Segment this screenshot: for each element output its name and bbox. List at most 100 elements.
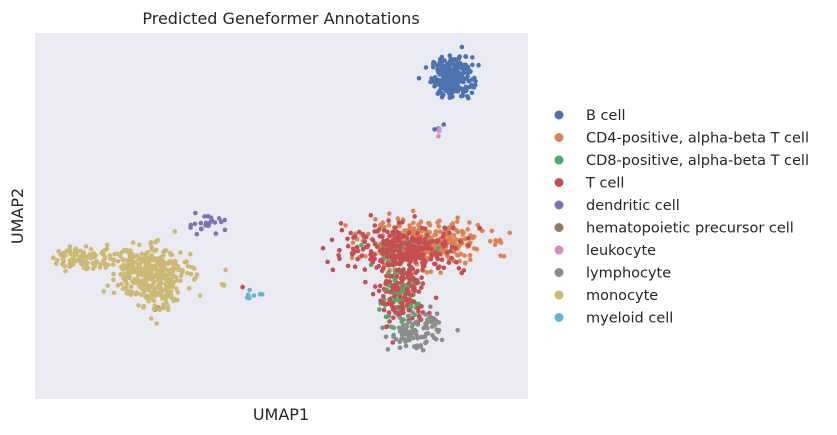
data-point bbox=[435, 67, 440, 73]
data-point bbox=[466, 243, 472, 248]
data-point bbox=[83, 254, 89, 260]
data-point bbox=[455, 80, 460, 86]
data-point bbox=[406, 280, 412, 286]
data-point bbox=[470, 62, 475, 68]
data-point bbox=[363, 279, 368, 285]
data-point bbox=[154, 321, 159, 326]
data-point bbox=[168, 271, 173, 277]
data-point bbox=[428, 256, 434, 262]
data-point bbox=[124, 266, 129, 272]
data-point bbox=[420, 334, 426, 340]
chart-title: Predicted Geneformer Annotations bbox=[142, 9, 419, 28]
data-point bbox=[433, 261, 438, 267]
data-point bbox=[461, 70, 466, 76]
data-point bbox=[101, 289, 107, 294]
data-point bbox=[384, 273, 389, 279]
data-point bbox=[441, 122, 447, 127]
data-point bbox=[400, 283, 405, 288]
data-point bbox=[151, 298, 157, 304]
data-point bbox=[507, 230, 512, 236]
data-point bbox=[404, 291, 409, 296]
data-point bbox=[414, 281, 419, 286]
data-point bbox=[411, 275, 416, 281]
data-point bbox=[337, 248, 342, 253]
data-point bbox=[111, 277, 116, 283]
data-point bbox=[121, 276, 127, 282]
data-point bbox=[155, 277, 161, 282]
data-point bbox=[244, 295, 250, 301]
data-point bbox=[428, 319, 434, 325]
data-point bbox=[107, 253, 113, 258]
data-point bbox=[455, 74, 461, 79]
data-point bbox=[359, 253, 365, 258]
data-point bbox=[395, 216, 401, 221]
data-point bbox=[218, 219, 224, 225]
data-point bbox=[185, 264, 191, 269]
data-point bbox=[68, 251, 73, 256]
data-point bbox=[449, 255, 454, 261]
data-point bbox=[405, 247, 410, 253]
data-point bbox=[381, 294, 386, 299]
data-point bbox=[119, 250, 124, 255]
data-point bbox=[469, 82, 474, 88]
data-point bbox=[127, 275, 132, 281]
data-point bbox=[178, 273, 184, 279]
data-point bbox=[205, 214, 211, 219]
data-point bbox=[168, 289, 174, 294]
data-point bbox=[381, 307, 387, 313]
data-point bbox=[458, 251, 463, 256]
data-point bbox=[437, 59, 443, 65]
data-point bbox=[122, 271, 127, 277]
data-point bbox=[387, 319, 392, 324]
data-point bbox=[401, 325, 407, 331]
legend-label: T cell bbox=[585, 176, 624, 192]
legend-marker bbox=[554, 178, 564, 187]
data-point bbox=[110, 257, 116, 263]
data-point bbox=[455, 328, 460, 333]
data-point bbox=[363, 244, 369, 250]
data-point bbox=[130, 240, 136, 245]
data-point bbox=[338, 221, 344, 226]
series-leukocyte bbox=[436, 126, 442, 139]
data-point bbox=[382, 287, 388, 293]
data-point bbox=[435, 220, 440, 225]
data-point bbox=[382, 224, 387, 230]
data-point bbox=[84, 263, 89, 269]
data-point bbox=[420, 267, 425, 273]
data-point bbox=[406, 271, 412, 277]
data-point bbox=[405, 330, 411, 336]
data-point bbox=[415, 268, 420, 274]
data-point bbox=[141, 269, 147, 274]
data-point bbox=[380, 325, 385, 331]
data-point bbox=[437, 229, 443, 234]
data-point bbox=[466, 236, 471, 241]
data-point bbox=[147, 262, 152, 268]
data-point bbox=[443, 74, 448, 80]
data-point bbox=[406, 308, 412, 313]
data-point bbox=[329, 237, 335, 243]
data-point bbox=[442, 85, 448, 91]
data-point bbox=[450, 225, 456, 231]
data-point bbox=[495, 239, 500, 244]
data-point bbox=[423, 259, 428, 265]
data-point bbox=[437, 90, 442, 96]
data-point bbox=[149, 247, 154, 253]
data-point bbox=[389, 273, 394, 279]
data-point bbox=[115, 283, 121, 288]
data-point bbox=[412, 331, 418, 336]
data-point bbox=[430, 64, 436, 70]
data-point bbox=[436, 129, 442, 134]
data-point bbox=[416, 289, 422, 294]
data-point bbox=[149, 267, 155, 273]
data-point bbox=[128, 284, 134, 290]
data-point bbox=[454, 259, 459, 265]
data-point bbox=[439, 337, 445, 343]
data-point bbox=[387, 262, 393, 268]
data-point bbox=[112, 252, 117, 257]
data-point bbox=[377, 248, 383, 253]
data-point bbox=[88, 246, 94, 252]
legend-marker bbox=[554, 245, 564, 255]
series-myeloid-cell bbox=[244, 287, 265, 301]
data-point bbox=[415, 231, 421, 236]
data-point bbox=[440, 241, 445, 247]
